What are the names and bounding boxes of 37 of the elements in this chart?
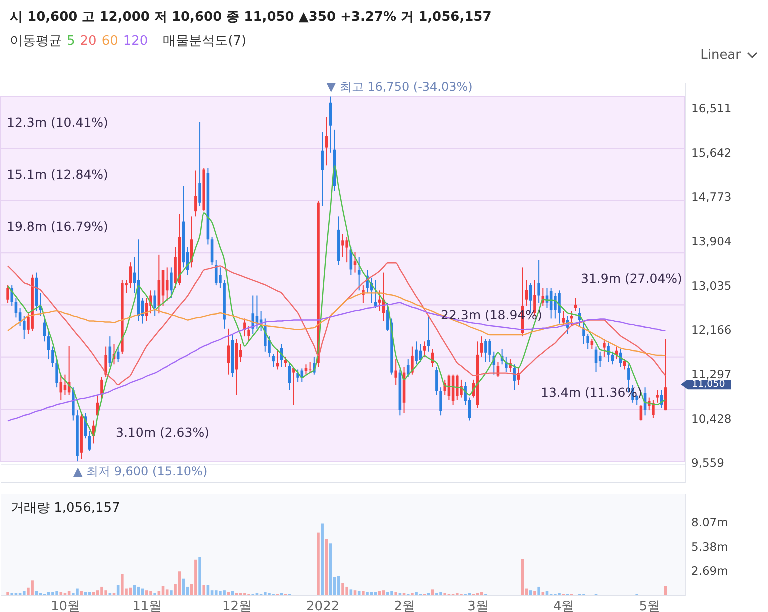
x-tick-label: 4월 [553, 600, 575, 612]
text: 60 [102, 34, 118, 49]
y-tick-label: 15,642 [692, 146, 732, 160]
text: 20 [80, 34, 97, 49]
annotation: ▼ 최고 16,750 (-34.03%) [326, 80, 473, 94]
x-tick-label: 2월 [394, 600, 416, 612]
y-tick-label: 13,904 [692, 234, 732, 248]
text: Linear [700, 48, 741, 63]
annotation: ▲ 최저 9,600 (15.10%) [73, 464, 208, 479]
x-tick-label: 11월 [132, 600, 162, 612]
band-label: 3.10m (2.63%) [116, 424, 210, 440]
band-label: 31.9m (27.04%) [581, 271, 682, 286]
y-tick-label: 8.07m [692, 516, 728, 530]
text: 5 [67, 34, 76, 49]
y-tick-label: 2.69m [692, 564, 728, 578]
x-tick-label: 3월 [468, 600, 489, 612]
y-tick-label: 9,559 [692, 456, 724, 470]
x-tick-label: 12월 [222, 600, 252, 612]
y-tick-label: 10,428 [692, 412, 732, 426]
y-tick-label: 13,035 [692, 278, 732, 293]
x-tick-label: 5월 [639, 600, 661, 612]
y-tick-label: 14,773 [692, 190, 732, 204]
band-label: 19.8m (16.79%) [7, 219, 108, 234]
x-tick-label: 10월 [50, 600, 81, 612]
x-tick-label: 2022 [306, 600, 340, 612]
text: 거래량 1,056,157 [11, 501, 120, 516]
y-tick-label: 16,511 [692, 101, 732, 116]
text: 매물분석도(7) [163, 34, 247, 49]
band-label: 15.1m (12.84%) [7, 166, 108, 182]
y-tick-label: 5.38m [692, 540, 728, 554]
text: 120 [123, 34, 148, 49]
band-label: 12.3m (10.41%) [7, 114, 108, 130]
y-tick-label: 11,297 [692, 367, 732, 382]
text: 11,050 [681, 378, 732, 390]
chart-title: 시 10,600 고 12,000 저 10,600 종 11,050 ▲350 +3.27% 거 1,056,157 [10, 9, 492, 26]
y-tick-label: 12,166 [692, 323, 732, 338]
legend-title: 이동평균 [10, 34, 62, 49]
